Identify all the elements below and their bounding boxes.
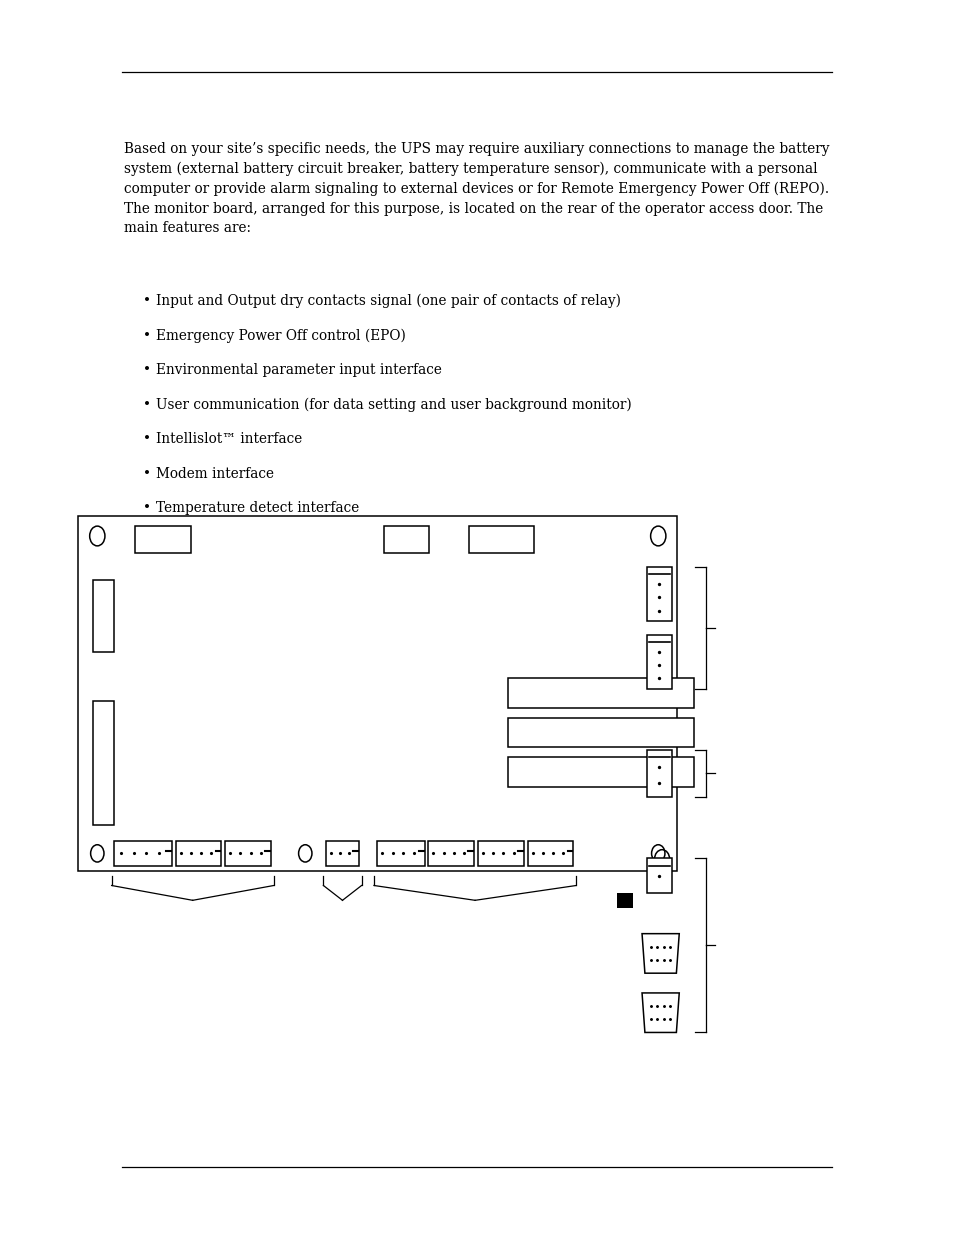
Bar — [646, 750, 671, 797]
Bar — [646, 567, 671, 621]
Bar — [507, 678, 693, 708]
Bar — [326, 841, 358, 866]
Bar — [527, 841, 573, 866]
Polygon shape — [641, 993, 679, 1032]
Polygon shape — [641, 934, 679, 973]
Bar — [225, 841, 271, 866]
Text: •: • — [143, 467, 151, 480]
Bar — [646, 635, 671, 689]
Bar — [646, 858, 671, 893]
Bar — [92, 580, 113, 652]
Text: Emergency Power Off control (EPO): Emergency Power Off control (EPO) — [155, 329, 405, 343]
Bar — [477, 841, 523, 866]
Text: •: • — [143, 363, 151, 377]
Bar — [376, 841, 424, 866]
Bar — [135, 526, 191, 553]
Bar — [617, 893, 632, 908]
Bar — [507, 718, 693, 747]
Text: Modem interface: Modem interface — [155, 467, 274, 480]
Text: User communication (for data setting and user background monitor): User communication (for data setting and… — [155, 398, 631, 412]
Text: Environmental parameter input interface: Environmental parameter input interface — [155, 363, 441, 377]
Text: Input and Output dry contacts signal (one pair of contacts of relay): Input and Output dry contacts signal (on… — [155, 294, 619, 309]
Text: •: • — [143, 329, 151, 342]
Bar — [175, 841, 221, 866]
Bar — [114, 841, 172, 866]
Text: •: • — [143, 432, 151, 446]
Text: •: • — [143, 398, 151, 411]
Bar — [507, 757, 693, 787]
Bar — [383, 526, 429, 553]
Bar — [428, 841, 474, 866]
Text: •: • — [143, 294, 151, 308]
Text: Based on your site’s specific needs, the UPS may require auxiliary connections t: Based on your site’s specific needs, the… — [124, 142, 829, 235]
Text: Temperature detect interface: Temperature detect interface — [155, 501, 358, 515]
Bar — [469, 526, 534, 553]
Text: •: • — [143, 501, 151, 515]
Bar — [78, 516, 677, 871]
Bar — [92, 701, 113, 825]
Text: Intellislot™ interface: Intellislot™ interface — [155, 432, 301, 446]
